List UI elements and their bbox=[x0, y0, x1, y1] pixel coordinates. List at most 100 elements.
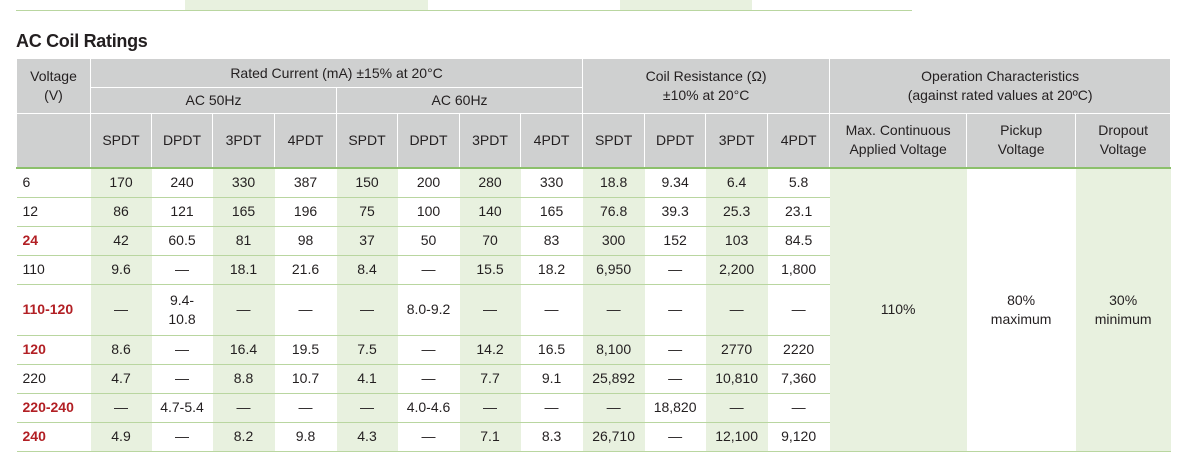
value-cell: 14.2 bbox=[459, 335, 521, 365]
header-cell: DPDT bbox=[644, 113, 707, 169]
value-cell: 4.7 bbox=[90, 364, 152, 394]
value-cell: 8.8 bbox=[212, 364, 275, 394]
value-cell: — bbox=[705, 393, 768, 423]
voltage-cell: 12 bbox=[16, 197, 91, 227]
value-cell: 18.2 bbox=[520, 255, 583, 285]
value-cell: 2220 bbox=[767, 335, 830, 365]
value-cell: 23.1 bbox=[767, 197, 830, 227]
value-cell: 165 bbox=[520, 197, 583, 227]
voltage-cell: 6 bbox=[16, 167, 91, 198]
value-cell: 6,950 bbox=[582, 255, 645, 285]
value-cell: — bbox=[582, 284, 645, 336]
value-cell: — bbox=[212, 284, 275, 336]
voltage-cell: 220 bbox=[16, 364, 91, 394]
value-cell: — bbox=[336, 393, 398, 423]
value-cell: 200 bbox=[397, 167, 460, 198]
header-cell: Pickup Voltage bbox=[966, 113, 1077, 169]
value-cell: 103 bbox=[705, 226, 768, 256]
value-cell: 121 bbox=[151, 197, 213, 227]
value-cell: 4.1 bbox=[336, 364, 398, 394]
value-cell: 8.2 bbox=[212, 422, 275, 452]
value-cell: 7.1 bbox=[459, 422, 521, 452]
header-cell: DPDT bbox=[151, 113, 213, 169]
value-cell: 4.9 bbox=[90, 422, 152, 452]
row: 6 170 240 330 387 150 200 280 330 18.8 9.34 6.4 5.8 1… bbox=[16, 167, 1171, 452]
value-cell: 4.0-4.6 bbox=[397, 393, 460, 423]
value-cell: — bbox=[274, 284, 337, 336]
value-cell: — bbox=[644, 284, 706, 336]
operation-cell: 30% minimum bbox=[1075, 167, 1171, 452]
header-cell: Coil Resistance (Ω) ±10% at 20°C bbox=[582, 58, 831, 114]
value-cell: 300 bbox=[582, 226, 645, 256]
value-cell: 8.3 bbox=[520, 422, 583, 452]
value-cell: 12,100 bbox=[705, 422, 768, 452]
value-cell: 165 bbox=[212, 197, 275, 227]
value-cell: 9.1 bbox=[520, 364, 583, 394]
value-cell: — bbox=[151, 364, 213, 394]
header-cell: 3PDT bbox=[459, 113, 521, 169]
value-cell: 81 bbox=[212, 226, 275, 256]
header-cell: Operation Characteristics (against rated… bbox=[829, 58, 1172, 114]
value-cell: 7.5 bbox=[336, 335, 398, 365]
value-cell: — bbox=[459, 393, 521, 423]
value-cell: 26,710 bbox=[582, 422, 645, 452]
value-cell: 2,200 bbox=[705, 255, 768, 285]
value-cell: 8.6 bbox=[90, 335, 152, 365]
value-cell: — bbox=[582, 393, 645, 423]
row: 12 86 121 165 196 75 100 140 165 76.8 39.3 25.3 23.1 bbox=[16, 197, 1171, 227]
row: 24 42 60.5 81 98 37 50 70 83 300 152 103 84.5 bbox=[16, 226, 1171, 256]
value-cell: — bbox=[644, 364, 706, 394]
value-cell: 2770 bbox=[705, 335, 768, 365]
header-cell: SPDT bbox=[582, 113, 646, 169]
row: 220 4.7—8.8 10.7 4.1—7.7 9.1 25,892—10,810 7,3… bbox=[16, 364, 1171, 394]
value-cell: 10,810 bbox=[705, 364, 768, 394]
value-cell: 84.5 bbox=[767, 226, 830, 256]
row: 220-240—4.7-5.4— — —4.0-4.6— — —18,820— — bbox=[16, 393, 1171, 423]
value-cell: 100 bbox=[397, 197, 460, 227]
value-cell: 8.4 bbox=[336, 255, 398, 285]
value-cell: 10.7 bbox=[274, 364, 337, 394]
header-cell: SPDT bbox=[336, 113, 398, 169]
header-cell bbox=[16, 113, 91, 169]
value-cell: 4.3 bbox=[336, 422, 398, 452]
value-cell: — bbox=[151, 255, 213, 285]
header-cell: SPDT bbox=[90, 113, 152, 169]
value-cell: 18.1 bbox=[212, 255, 275, 285]
value-cell: 25,892 bbox=[582, 364, 645, 394]
section-title: AC Coil Ratings bbox=[16, 31, 148, 51]
value-cell: — bbox=[397, 422, 460, 452]
header-cell: AC 50Hz bbox=[90, 87, 337, 114]
value-cell: 8,100 bbox=[582, 335, 645, 365]
value-cell: — bbox=[212, 393, 275, 423]
value-cell: — bbox=[274, 393, 337, 423]
value-cell: 9.34 bbox=[644, 167, 706, 198]
operation-cell: 80% maximum bbox=[966, 167, 1076, 452]
value-cell: 19.5 bbox=[274, 335, 337, 365]
row: 110 9.6—18.1 21.6 8.4—15.5 18.2 6,950—2,200 1,… bbox=[16, 255, 1171, 285]
operation-cell: 110% bbox=[829, 167, 967, 452]
value-cell: — bbox=[90, 393, 152, 423]
value-cell: 196 bbox=[274, 197, 337, 227]
value-cell: 1,800 bbox=[767, 255, 830, 285]
value-cell: 42 bbox=[90, 226, 152, 256]
value-cell: — bbox=[520, 284, 583, 336]
value-cell: 60.5 bbox=[151, 226, 213, 256]
value-cell: 8.0-9.2 bbox=[397, 284, 460, 336]
value-cell: — bbox=[644, 335, 706, 365]
value-cell: 280 bbox=[459, 167, 521, 198]
header-cell: Max. Continuous Applied Voltage bbox=[829, 113, 968, 169]
voltage-cell: 240 bbox=[16, 422, 91, 452]
header-cell: 3PDT bbox=[705, 113, 769, 169]
row: 120 8.6—16.4 19.5 7.5—14.2 16.5 8,100—2770 222… bbox=[16, 335, 1171, 365]
value-cell: — bbox=[644, 422, 706, 452]
value-cell: — bbox=[151, 422, 213, 452]
row: 240 4.9—8.2 9.8 4.3—7.1 8.3 26,710—12,100 9,12… bbox=[16, 422, 1171, 452]
value-cell: 16.4 bbox=[212, 335, 275, 365]
header-cell: Dropout Voltage bbox=[1075, 113, 1172, 169]
value-cell: 25.3 bbox=[705, 197, 768, 227]
value-cell: 9.4- 10.8 bbox=[151, 284, 213, 336]
value-cell: 16.5 bbox=[520, 335, 583, 365]
value-cell: — bbox=[90, 284, 152, 336]
value-cell: 86 bbox=[90, 197, 152, 227]
